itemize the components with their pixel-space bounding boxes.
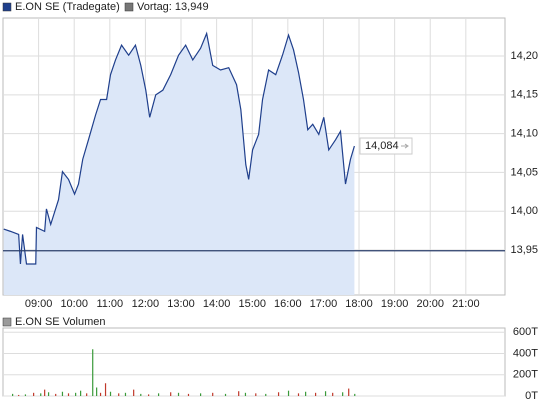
volume-bar [199,393,202,396]
volume-bar [133,389,135,396]
y-tick-label: 14,00 [510,205,538,217]
volume-bar [96,387,98,396]
legend-label: E.ON SE Volumen [15,316,106,328]
area [3,33,355,295]
volume-bar [177,392,180,396]
y-tick-label: 600T [513,326,538,338]
x-tick-label: 13:00 [167,298,195,310]
volume-bar [238,391,240,396]
volume-bar [104,383,107,396]
y-tick-label: 400T [513,347,538,359]
y-tick-label: 200T [513,369,538,381]
volume-bar [99,392,102,396]
y-tick-label: 14,05 [510,166,538,178]
legend-label: Vortag: 13,949 [137,1,209,13]
volume-bar [348,388,350,396]
volume-bar [124,392,127,396]
volume-bar [224,393,227,396]
volume-bar [140,393,142,396]
y-tick-label: 14,15 [510,89,538,101]
legend-swatch [2,317,12,327]
volume-bar [324,391,327,396]
volume-bar [255,393,257,396]
volume-bar [80,390,82,396]
volume-bar [44,389,46,396]
last-price-label: 14,084 [365,140,399,152]
last-price-box [359,137,413,155]
volume-bar [86,393,88,396]
volume-bar [170,392,172,396]
x-tick-label: 09:00 [25,298,53,310]
volume-bar [297,393,300,396]
volume-bar [118,393,120,396]
x-tick-label: 16:00 [274,298,302,310]
volume-bar [332,392,334,396]
volume-bar [157,393,160,396]
volume-bar [212,392,214,396]
x-tick-label: 14:00 [203,298,231,310]
volume-bar [109,391,112,396]
x-tick-label: 19:00 [381,298,409,310]
volume-bar [354,393,356,396]
legend-swatch [124,2,134,12]
volume-bar [148,394,150,396]
volume-bar [18,394,20,396]
x-tick-label: 18:00 [345,298,373,310]
y-tick-label: 14,20 [510,50,538,62]
volume-bar [12,393,14,396]
volume-bar [92,349,94,396]
legend-label: E.ON SE (Tradegate) [15,1,120,13]
volume-bar [55,393,57,396]
volume-bar [24,394,27,396]
x-tick-label: 20:00 [416,298,444,310]
y-tick-label: 13,95 [510,244,538,256]
y-tick-label: 0T [525,390,538,401]
volume-bar [75,392,77,396]
legend-swatch [2,2,12,12]
volume-bar [287,390,290,396]
volume-bar [277,392,280,396]
x-tick-label: 15:00 [238,298,266,310]
volume-bar [33,392,35,396]
volume-bar [67,393,70,396]
x-tick-label: 11:00 [96,298,123,310]
volume-bar [314,392,317,396]
x-tick-label: 17:00 [310,298,338,310]
volume-bar [187,393,190,396]
line [3,31,355,265]
y-tick-label: 14,10 [510,128,538,140]
volume-bar [305,391,307,396]
volume-bar [265,393,267,396]
x-tick-label: 12:00 [132,298,160,310]
last-price-arrow [401,143,409,149]
plot-area [2,327,506,397]
volume-bar [40,393,42,396]
volume-bar [61,391,64,396]
x-tick-label: 21:00 [452,298,480,310]
volume-bar [342,392,344,396]
x-tick-label: 10:00 [60,298,88,310]
volume-bar [47,392,50,396]
volume-bar [244,392,247,396]
